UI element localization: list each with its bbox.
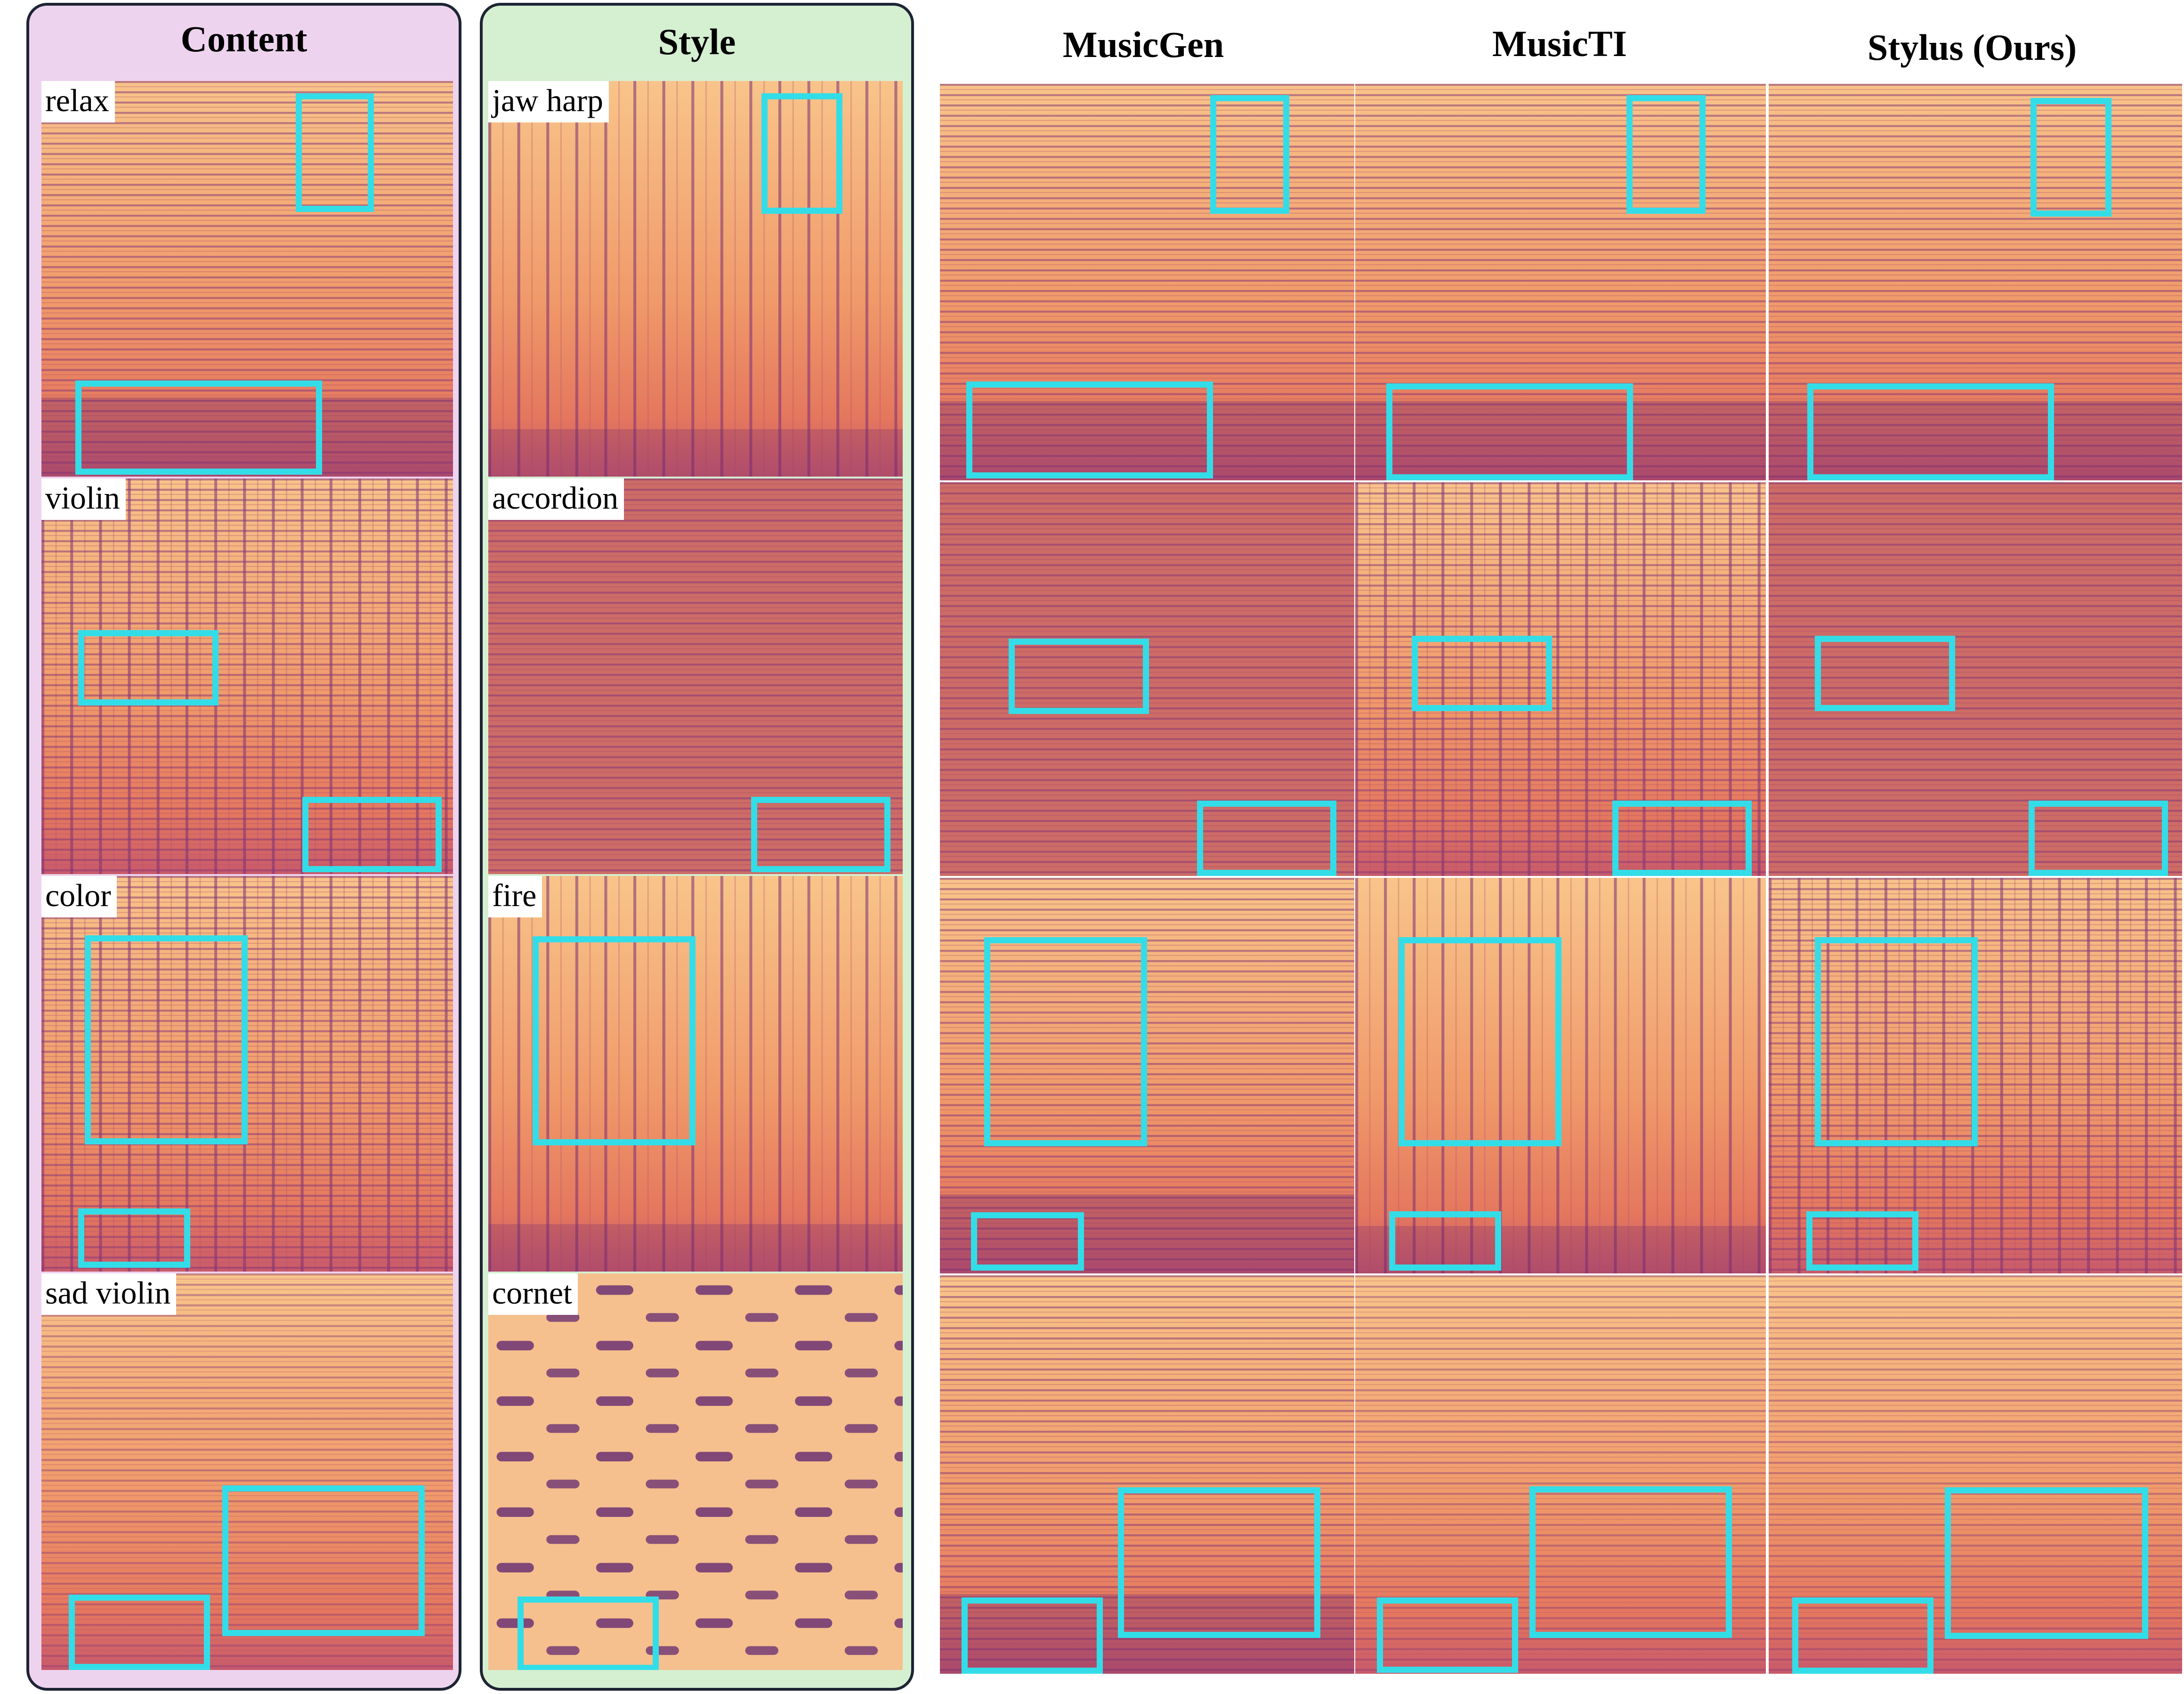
highlight-box [2030,98,2111,217]
highlight-box [1197,801,1336,876]
highlight-box [962,1597,1103,1674]
highlight-box [1009,639,1149,714]
highlight-box [1377,1597,1518,1673]
style-spectrogram-jaw-harp: jaw harp [488,81,903,477]
highlight-box [1210,95,1289,214]
highlight-box [2029,801,2168,876]
musicti-spectrogram-row-3 [1355,878,1766,1273]
musicgen-spectrogram-row-4 [940,1275,1354,1674]
highlight-box [1399,937,1561,1146]
highlight-box [966,381,1213,478]
content-label: violin [41,478,126,520]
highlight-box [296,93,374,212]
content-spectrogram-violin: violin [41,478,453,874]
musicti-spectrogram-row-2 [1355,482,1766,876]
highlight-box [1815,636,1955,711]
musicti-spectrogram-row-4 [1355,1275,1766,1674]
highlight-box [85,935,248,1144]
highlight-box [761,93,842,214]
highlight-box [984,937,1147,1146]
highlight-box [222,1485,425,1636]
highlight-box [751,797,890,872]
stylus-spectrogram-row-3 [1769,878,2182,1273]
content-spectrogram-relax: relax [41,81,453,477]
stylus-spectrogram-row-4 [1769,1275,2182,1674]
musicgen-column-header: MusicGen [1062,24,1224,65]
stylus-spectrogram-row-1 [1769,84,2182,480]
highlight-box [302,797,442,872]
musicgen-spectrogram-row-2 [940,482,1354,876]
highlight-box [1792,1597,1933,1674]
highlight-box [1626,95,1706,214]
stylus-column-header: Stylus (Ours) [1867,27,2077,68]
style-spectrogram-accordion: accordion [488,478,903,874]
highlight-box [1412,636,1552,711]
content-column-header: Content [180,18,307,59]
style-label: jaw harp [488,81,609,122]
highlight-box [1389,1211,1501,1271]
content-spectrogram-sad-violin: sad violin [41,1273,453,1670]
highlight-box [1386,383,1633,480]
style-spectrogram-cornet: cornet [488,1273,903,1670]
style-label: accordion [488,478,624,520]
highlight-box [69,1595,210,1670]
content-spectrogram-color: color [41,876,453,1272]
highlight-box [1945,1487,2148,1639]
style-spectrogram-fire: fire [488,876,903,1272]
musicgen-spectrogram-row-1 [940,84,1354,480]
style-column-header: Style [658,21,736,62]
highlight-box [78,630,218,705]
stylus-spectrogram-row-2 [1769,482,2182,876]
highlight-box [518,1597,659,1670]
highlight-box [1118,1487,1320,1638]
highlight-box [1807,383,2054,480]
content-label: sad violin [41,1273,177,1315]
content-label: color [41,876,117,917]
content-label: relax [41,81,115,122]
musicti-column-header: MusicTI [1492,23,1627,64]
musicgen-spectrogram-row-3 [940,878,1354,1273]
highlight-box [75,381,322,475]
highlight-box [971,1212,1084,1271]
style-label: fire [488,876,542,917]
highlight-box [78,1208,190,1268]
highlight-box [1806,1211,1918,1271]
style-label: cornet [488,1273,578,1315]
highlight-box [1612,801,1752,876]
musicti-spectrogram-row-1 [1355,84,1766,480]
highlight-box [1815,937,1978,1146]
highlight-box [1529,1486,1732,1638]
highlight-box [533,936,696,1145]
